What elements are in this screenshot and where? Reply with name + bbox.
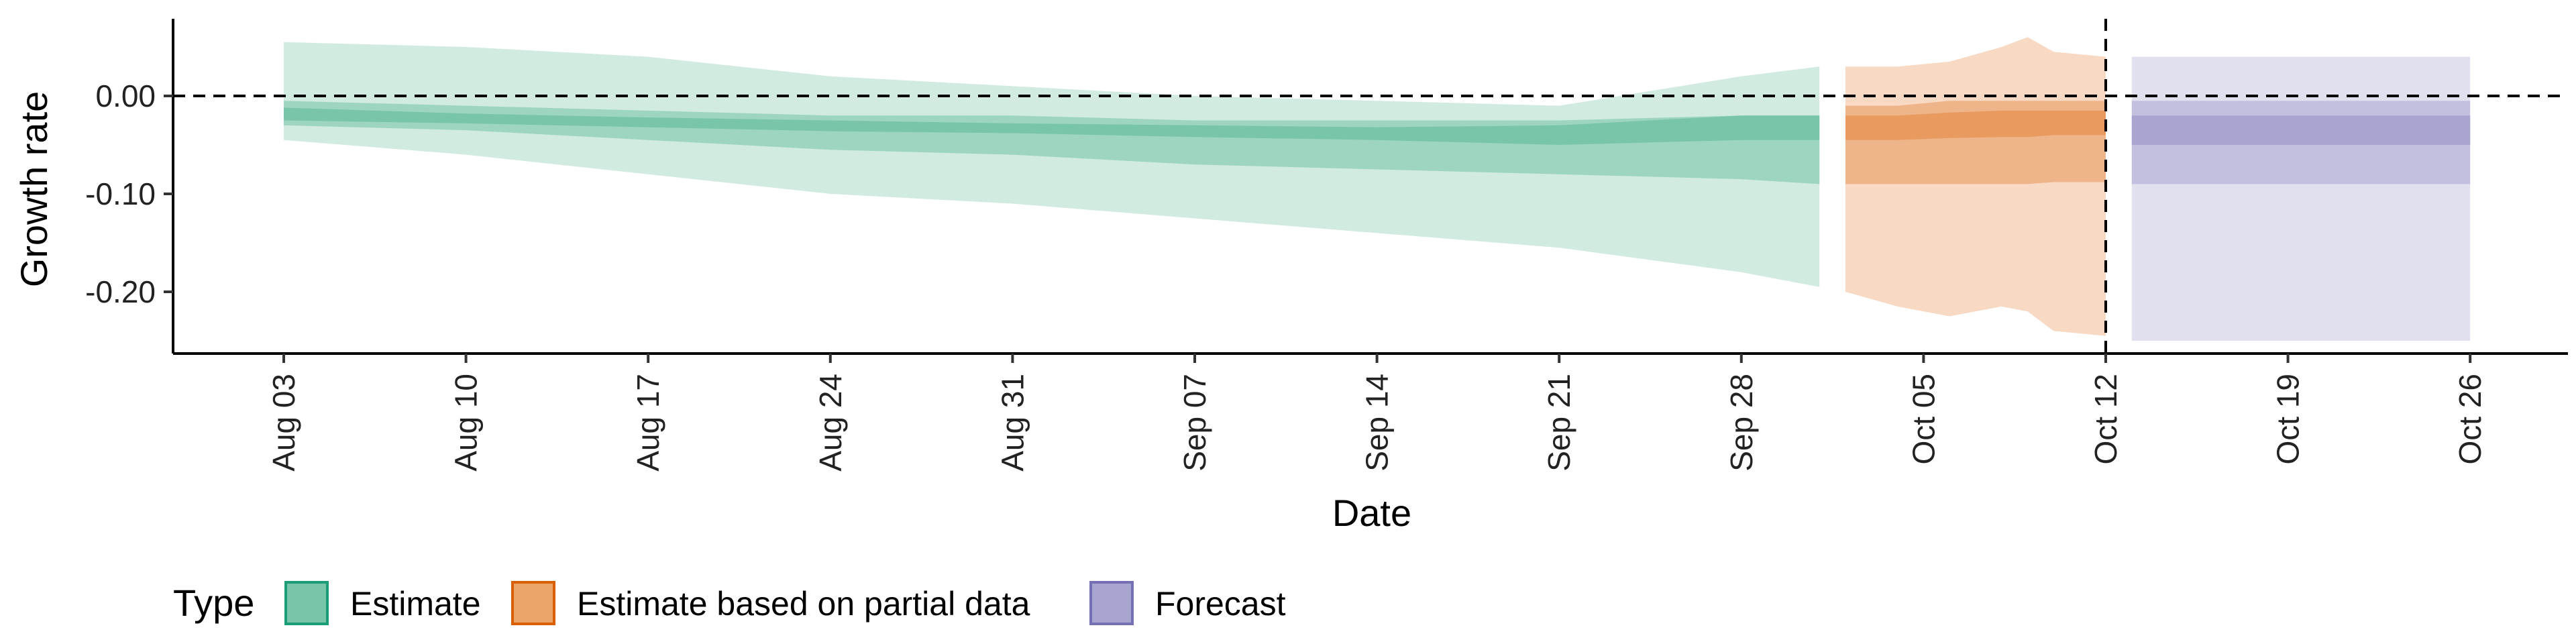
legend-key-estimate	[284, 581, 329, 625]
x-tick-label: Sep 21	[1542, 374, 1576, 472]
x-tick-label: Oct 26	[2453, 374, 2487, 465]
estimate-inner-band	[284, 107, 1820, 145]
legend-item-forecast: Forecast	[1089, 581, 1286, 625]
x-tick-label: Sep 14	[1360, 374, 1395, 472]
legend-key-forecast	[1089, 581, 1134, 625]
legend-item-estimate: Estimate	[284, 581, 481, 625]
x-tick-label: Sep 28	[1724, 374, 1759, 472]
y-tick-label: -0.10	[85, 176, 156, 211]
x-tick-label: Sep 07	[1177, 374, 1212, 472]
legend-title: Type	[173, 582, 254, 624]
estimate-ribbons	[284, 42, 1820, 287]
forecast-inner-band	[2131, 115, 2471, 145]
estimate-based-on-partial-data-outer-band	[1845, 37, 2106, 336]
x-tick-label: Oct 05	[1906, 374, 1941, 465]
x-tick-label: Aug 03	[266, 374, 301, 472]
legend-label-estimate: Estimate	[350, 585, 481, 623]
legend-label-forecast: Forecast	[1155, 585, 1286, 623]
x-tick-label: Oct 19	[2271, 374, 2306, 465]
estimate-outer-band	[284, 42, 1820, 287]
tick-layer: 0.00 -0.10 -0.20 Aug 03 Aug 10 Aug 17 Aug 24 Au…	[85, 78, 2487, 472]
x-axis-title: Date	[1332, 492, 1411, 534]
forecast-ribbons	[2131, 56, 2471, 341]
reference-lines	[173, 19, 2568, 354]
legend-label-estimate-based-on-partial-data: Estimate based on partial data	[577, 585, 1030, 623]
forecast-outer-band	[2131, 56, 2471, 341]
y-tick-label: 0.00	[95, 78, 156, 113]
x-tick-label: Aug 10	[449, 374, 484, 472]
y-tick-label: -0.20	[85, 274, 156, 309]
estimate-based-on-partial-data-inner-band	[1845, 110, 2106, 140]
x-tick-label: Oct 12	[2088, 374, 2123, 465]
axes	[172, 19, 2568, 355]
estimate-based-on-partial-data-ribbons	[1845, 37, 2106, 336]
legend-key-estimate-based-on-partial-data	[511, 581, 555, 625]
x-tick-label: Aug 31	[995, 374, 1030, 472]
x-tick-label: Aug 24	[813, 374, 848, 472]
legend: Type Estimate Estimate based on partial da…	[173, 581, 1286, 625]
ribbon-layer	[284, 37, 2471, 341]
legend-item-estimate-based-on-partial-data: Estimate based on partial data	[511, 581, 1030, 625]
y-axis-title: Growth rate	[13, 91, 55, 288]
x-tick-label: Aug 17	[631, 374, 665, 472]
